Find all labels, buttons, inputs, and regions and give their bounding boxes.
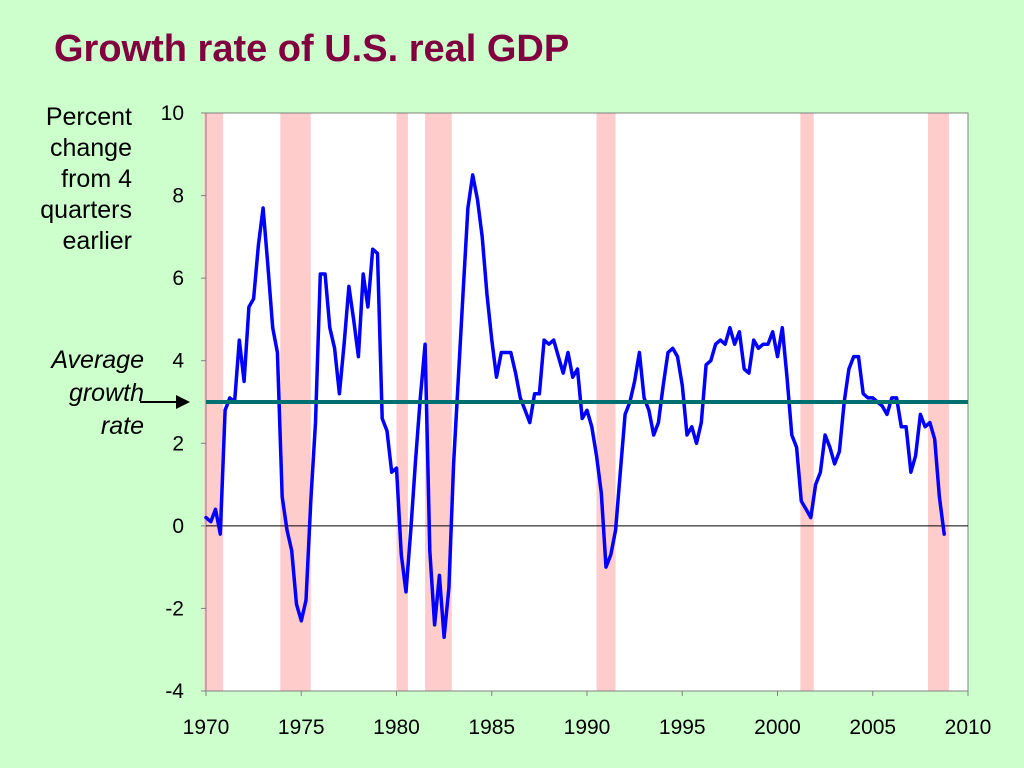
y-axis-label-line: change (49, 134, 132, 162)
y-tick-label: 4 (172, 350, 184, 373)
x-tick-label: 2000 (754, 716, 801, 739)
average-label-line: rate (100, 412, 144, 440)
average-arrow-head (176, 395, 190, 409)
average-growth-label: Average growth rate (14, 344, 144, 443)
y-tick-label: 0 (172, 515, 184, 538)
slide-title: Growth rate of U.S. real GDP (54, 28, 570, 70)
average-label-line: growth (68, 379, 144, 407)
x-tick-label: 2010 (945, 716, 992, 739)
gdp-growth-line (204, 173, 946, 640)
y-axis-label-line: from 4 (61, 165, 132, 193)
y-axis-label-line: earlier (62, 227, 132, 255)
y-tick-label: -4 (165, 680, 184, 703)
y-tick-label: 8 (172, 185, 184, 208)
average-label-line: Average (51, 346, 144, 374)
x-tick-label: 1990 (564, 716, 611, 739)
y-tick-label: -2 (165, 597, 184, 620)
x-tick-label: 1970 (183, 716, 230, 739)
x-tick-label: 1980 (373, 716, 420, 739)
y-tick-label: 2 (172, 432, 184, 455)
x-tick-label: 1995 (659, 716, 706, 739)
y-axis-label-line: quarters (40, 196, 132, 224)
x-tick-label: 1975 (278, 716, 325, 739)
y-axis-label-line: Percent (45, 103, 132, 131)
y-tick-label: 6 (172, 267, 184, 290)
y-axis-label: Percent change from 4 quarters earlier (2, 102, 132, 257)
x-tick-label: 2005 (849, 716, 896, 739)
x-tick-label: 1985 (468, 716, 515, 739)
y-tick-label: 10 (161, 102, 184, 125)
